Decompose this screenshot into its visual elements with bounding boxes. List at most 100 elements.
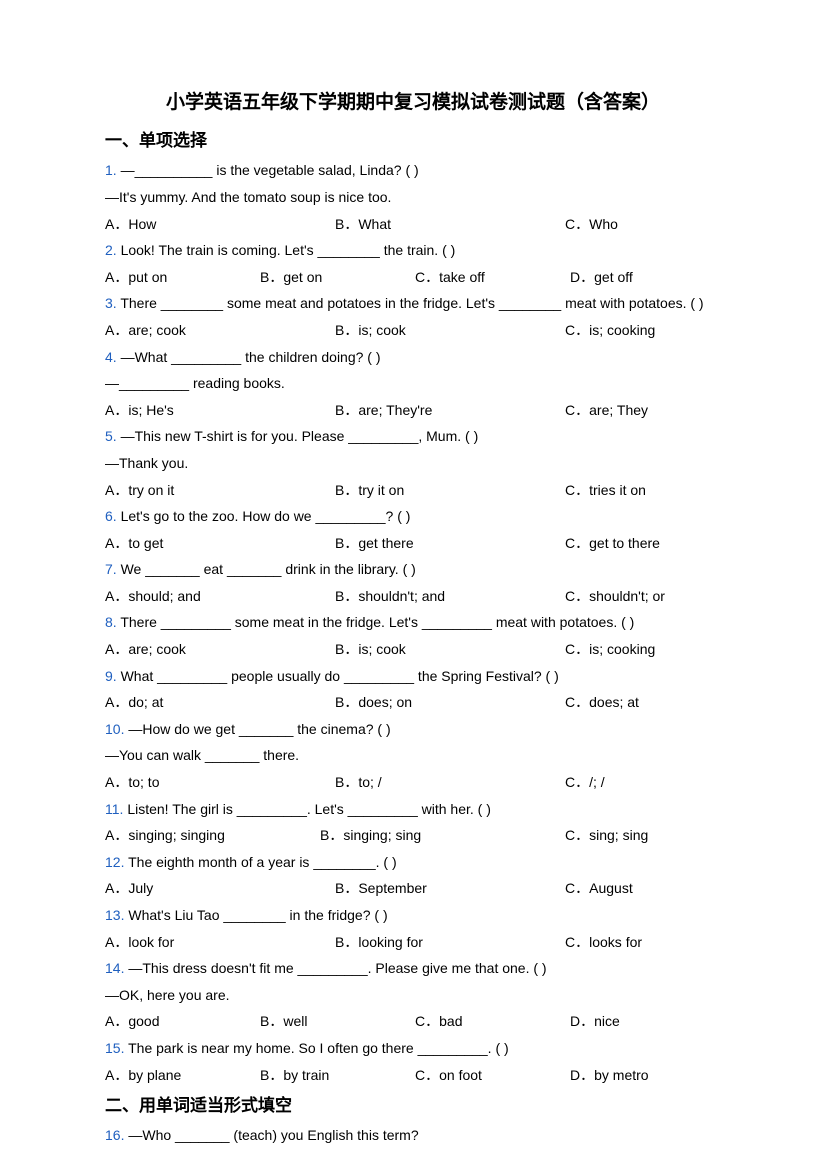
option-letter: A． — [105, 827, 128, 843]
option-letter: C． — [565, 482, 589, 498]
option-text: What — [358, 216, 391, 232]
option-row: A．is; He'sB．are; They'reC．are; They — [105, 397, 721, 424]
option-text: is; cooking — [589, 641, 655, 657]
option: B．shouldn't; and — [335, 583, 565, 610]
option-letter: C． — [565, 827, 589, 843]
question-text: Listen! The girl is _________. Let's ___… — [123, 801, 490, 817]
option-text: bad — [439, 1013, 462, 1029]
option-letter: D． — [570, 1013, 594, 1029]
option: D．nice — [570, 1008, 670, 1035]
option-letter: B． — [335, 322, 358, 338]
option: C．is; cooking — [565, 636, 715, 663]
option-letter: B． — [335, 774, 358, 790]
question-text: There _________ some meat in the fridge.… — [117, 614, 635, 630]
option: C．get to there — [565, 530, 715, 557]
option-text: get on — [283, 269, 322, 285]
option-letter: A． — [105, 1067, 128, 1083]
option-letter: A． — [105, 588, 128, 604]
option-text: does; on — [358, 694, 412, 710]
question-text: —This dress doesn't fit me _________. Pl… — [124, 960, 546, 976]
question-stem: 10. —How do we get _______ the cinema? (… — [105, 716, 721, 743]
option-letter: A． — [105, 880, 128, 896]
option-text: are; cook — [128, 641, 186, 657]
option: B．singing; sing — [320, 822, 565, 849]
option-letter: B． — [260, 1013, 283, 1029]
option-letter: C． — [565, 774, 589, 790]
option: B．is; cook — [335, 636, 565, 663]
option-letter: C． — [565, 402, 589, 418]
option: D．get off — [570, 264, 670, 291]
option-text: put on — [128, 269, 167, 285]
question-stem: 15. The park is near my home. So I often… — [105, 1035, 721, 1062]
question-text: Look! The train is coming. Let's _______… — [117, 242, 456, 258]
question-text: —Who _______ (teach) you English this te… — [124, 1127, 418, 1143]
option-text: Who — [589, 216, 618, 232]
option-letter: B． — [335, 880, 358, 896]
question-text: Let's go to the zoo. How do we _________… — [117, 508, 411, 524]
option-letter: B． — [335, 588, 358, 604]
question-text: —This new T-shirt is for you. Please ___… — [117, 428, 479, 444]
option: C．Who — [565, 211, 715, 238]
section2-heading: 二、用单词适当形式填空 — [105, 1090, 721, 1122]
option-text: singing; singing — [128, 827, 225, 843]
question-extra: —OK, here you are. — [105, 982, 721, 1009]
option-letter: D． — [570, 1067, 594, 1083]
question-stem: 14. —This dress doesn't fit me _________… — [105, 955, 721, 982]
option: C．August — [565, 875, 715, 902]
question-number: 16. — [105, 1127, 124, 1143]
option-row: A．by planeB．by trainC．on footD．by metro — [105, 1062, 721, 1089]
option: C．/; / — [565, 769, 715, 796]
option: B．looking for — [335, 929, 565, 956]
option: C．are; They — [565, 397, 715, 424]
option-row: A．goodB．wellC．badD．nice — [105, 1008, 721, 1035]
option-text: look for — [128, 934, 174, 950]
option: A．to; to — [105, 769, 335, 796]
option: A．July — [105, 875, 335, 902]
option-letter: B． — [335, 216, 358, 232]
question-number: 14. — [105, 960, 124, 976]
option-text: do; at — [128, 694, 163, 710]
option-letter: C． — [565, 694, 589, 710]
option: A．singing; singing — [105, 822, 320, 849]
option-text: are; They're — [358, 402, 432, 418]
question-number: 8. — [105, 614, 117, 630]
option-text: to; / — [358, 774, 381, 790]
option: C．does; at — [565, 689, 715, 716]
option-letter: A． — [105, 535, 128, 551]
question-stem: 1. —__________ is the vegetable salad, L… — [105, 157, 721, 184]
question-number: 10. — [105, 721, 124, 737]
question-stem: 11. Listen! The girl is _________. Let's… — [105, 796, 721, 823]
question-text: The park is near my home. So I often go … — [124, 1040, 508, 1056]
option-text: is; cook — [358, 641, 405, 657]
option-letter: C． — [565, 216, 589, 232]
option-letter: C． — [415, 1013, 439, 1029]
question-number: 7. — [105, 561, 117, 577]
option-letter: C． — [565, 535, 589, 551]
option: B．get there — [335, 530, 565, 557]
option: C．is; cooking — [565, 317, 715, 344]
option-text: singing; sing — [343, 827, 421, 843]
option-letter: B． — [335, 934, 358, 950]
option: A．do; at — [105, 689, 335, 716]
option: A．are; cook — [105, 317, 335, 344]
option-text: get off — [594, 269, 633, 285]
option: B．is; cook — [335, 317, 565, 344]
option-text: good — [128, 1013, 159, 1029]
option: D．by metro — [570, 1062, 670, 1089]
question-stem: 12. The eighth month of a year is ______… — [105, 849, 721, 876]
option-letter: C． — [565, 641, 589, 657]
question-text: The eighth month of a year is ________. … — [124, 854, 396, 870]
option-letter: A． — [105, 694, 128, 710]
question-stem: 2. Look! The train is coming. Let's ____… — [105, 237, 721, 264]
option-row: A．to; toB．to; / C．/; / — [105, 769, 721, 796]
option: A．good — [105, 1008, 260, 1035]
option: B．by train — [260, 1062, 415, 1089]
option-text: should; and — [128, 588, 200, 604]
question-text: We _______ eat _______ drink in the libr… — [117, 561, 416, 577]
question-extra: —Thank you. — [105, 450, 721, 477]
option-row: A．are; cookB．is; cookC．is; cooking — [105, 317, 721, 344]
option-letter: B． — [335, 694, 358, 710]
option-text: by metro — [594, 1067, 648, 1083]
option-text: September — [358, 880, 426, 896]
question-extra: —_________ reading books. — [105, 370, 721, 397]
